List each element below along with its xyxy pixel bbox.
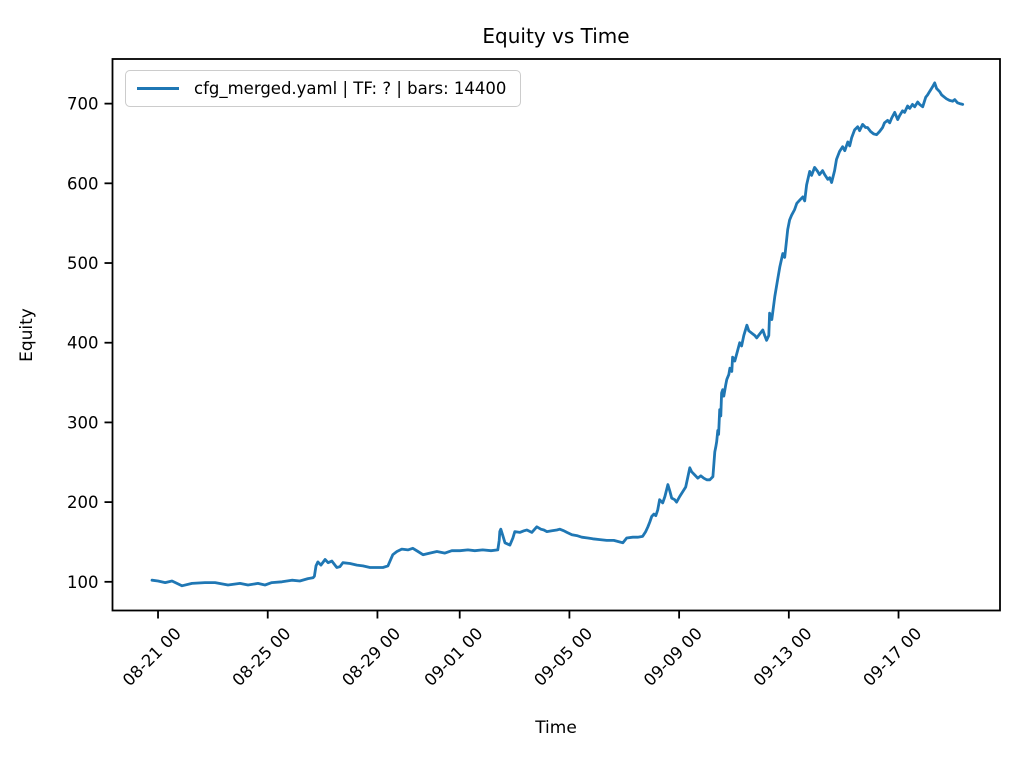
- y-axis-label: Equity: [17, 308, 37, 362]
- plot-border: [111, 58, 1001, 612]
- y-tick-label: 500: [67, 254, 99, 273]
- x-tick-label: 09-17 00: [859, 624, 925, 690]
- y-tick-label: 200: [67, 493, 99, 512]
- x-tick-label: 09-05 00: [530, 624, 596, 690]
- legend: cfg_merged.yaml | TF: ? | bars: 14400: [125, 70, 522, 107]
- chart-title: Equity vs Time: [482, 24, 630, 48]
- y-tick-label: 700: [67, 95, 99, 114]
- x-tick-label: 08-29 00: [338, 624, 404, 690]
- x-tick-label: 09-09 00: [640, 624, 706, 690]
- y-tick-label: 300: [67, 413, 99, 432]
- x-tick-label: 08-25 00: [229, 624, 295, 690]
- legend-label: cfg_merged.yaml | TF: ? | bars: 14400: [194, 79, 507, 98]
- x-tick-label: 09-13 00: [750, 624, 816, 690]
- legend-line-sample-icon: [137, 87, 179, 90]
- y-tick-label: 400: [67, 334, 99, 353]
- y-tick-label: 600: [67, 174, 99, 193]
- x-tick-label: 08-21 00: [119, 624, 185, 690]
- y-tick-label: 100: [67, 573, 99, 592]
- x-tick-label: 09-01 00: [421, 624, 487, 690]
- x-axis-label: Time: [535, 718, 577, 738]
- equity-series-line: [150, 81, 965, 588]
